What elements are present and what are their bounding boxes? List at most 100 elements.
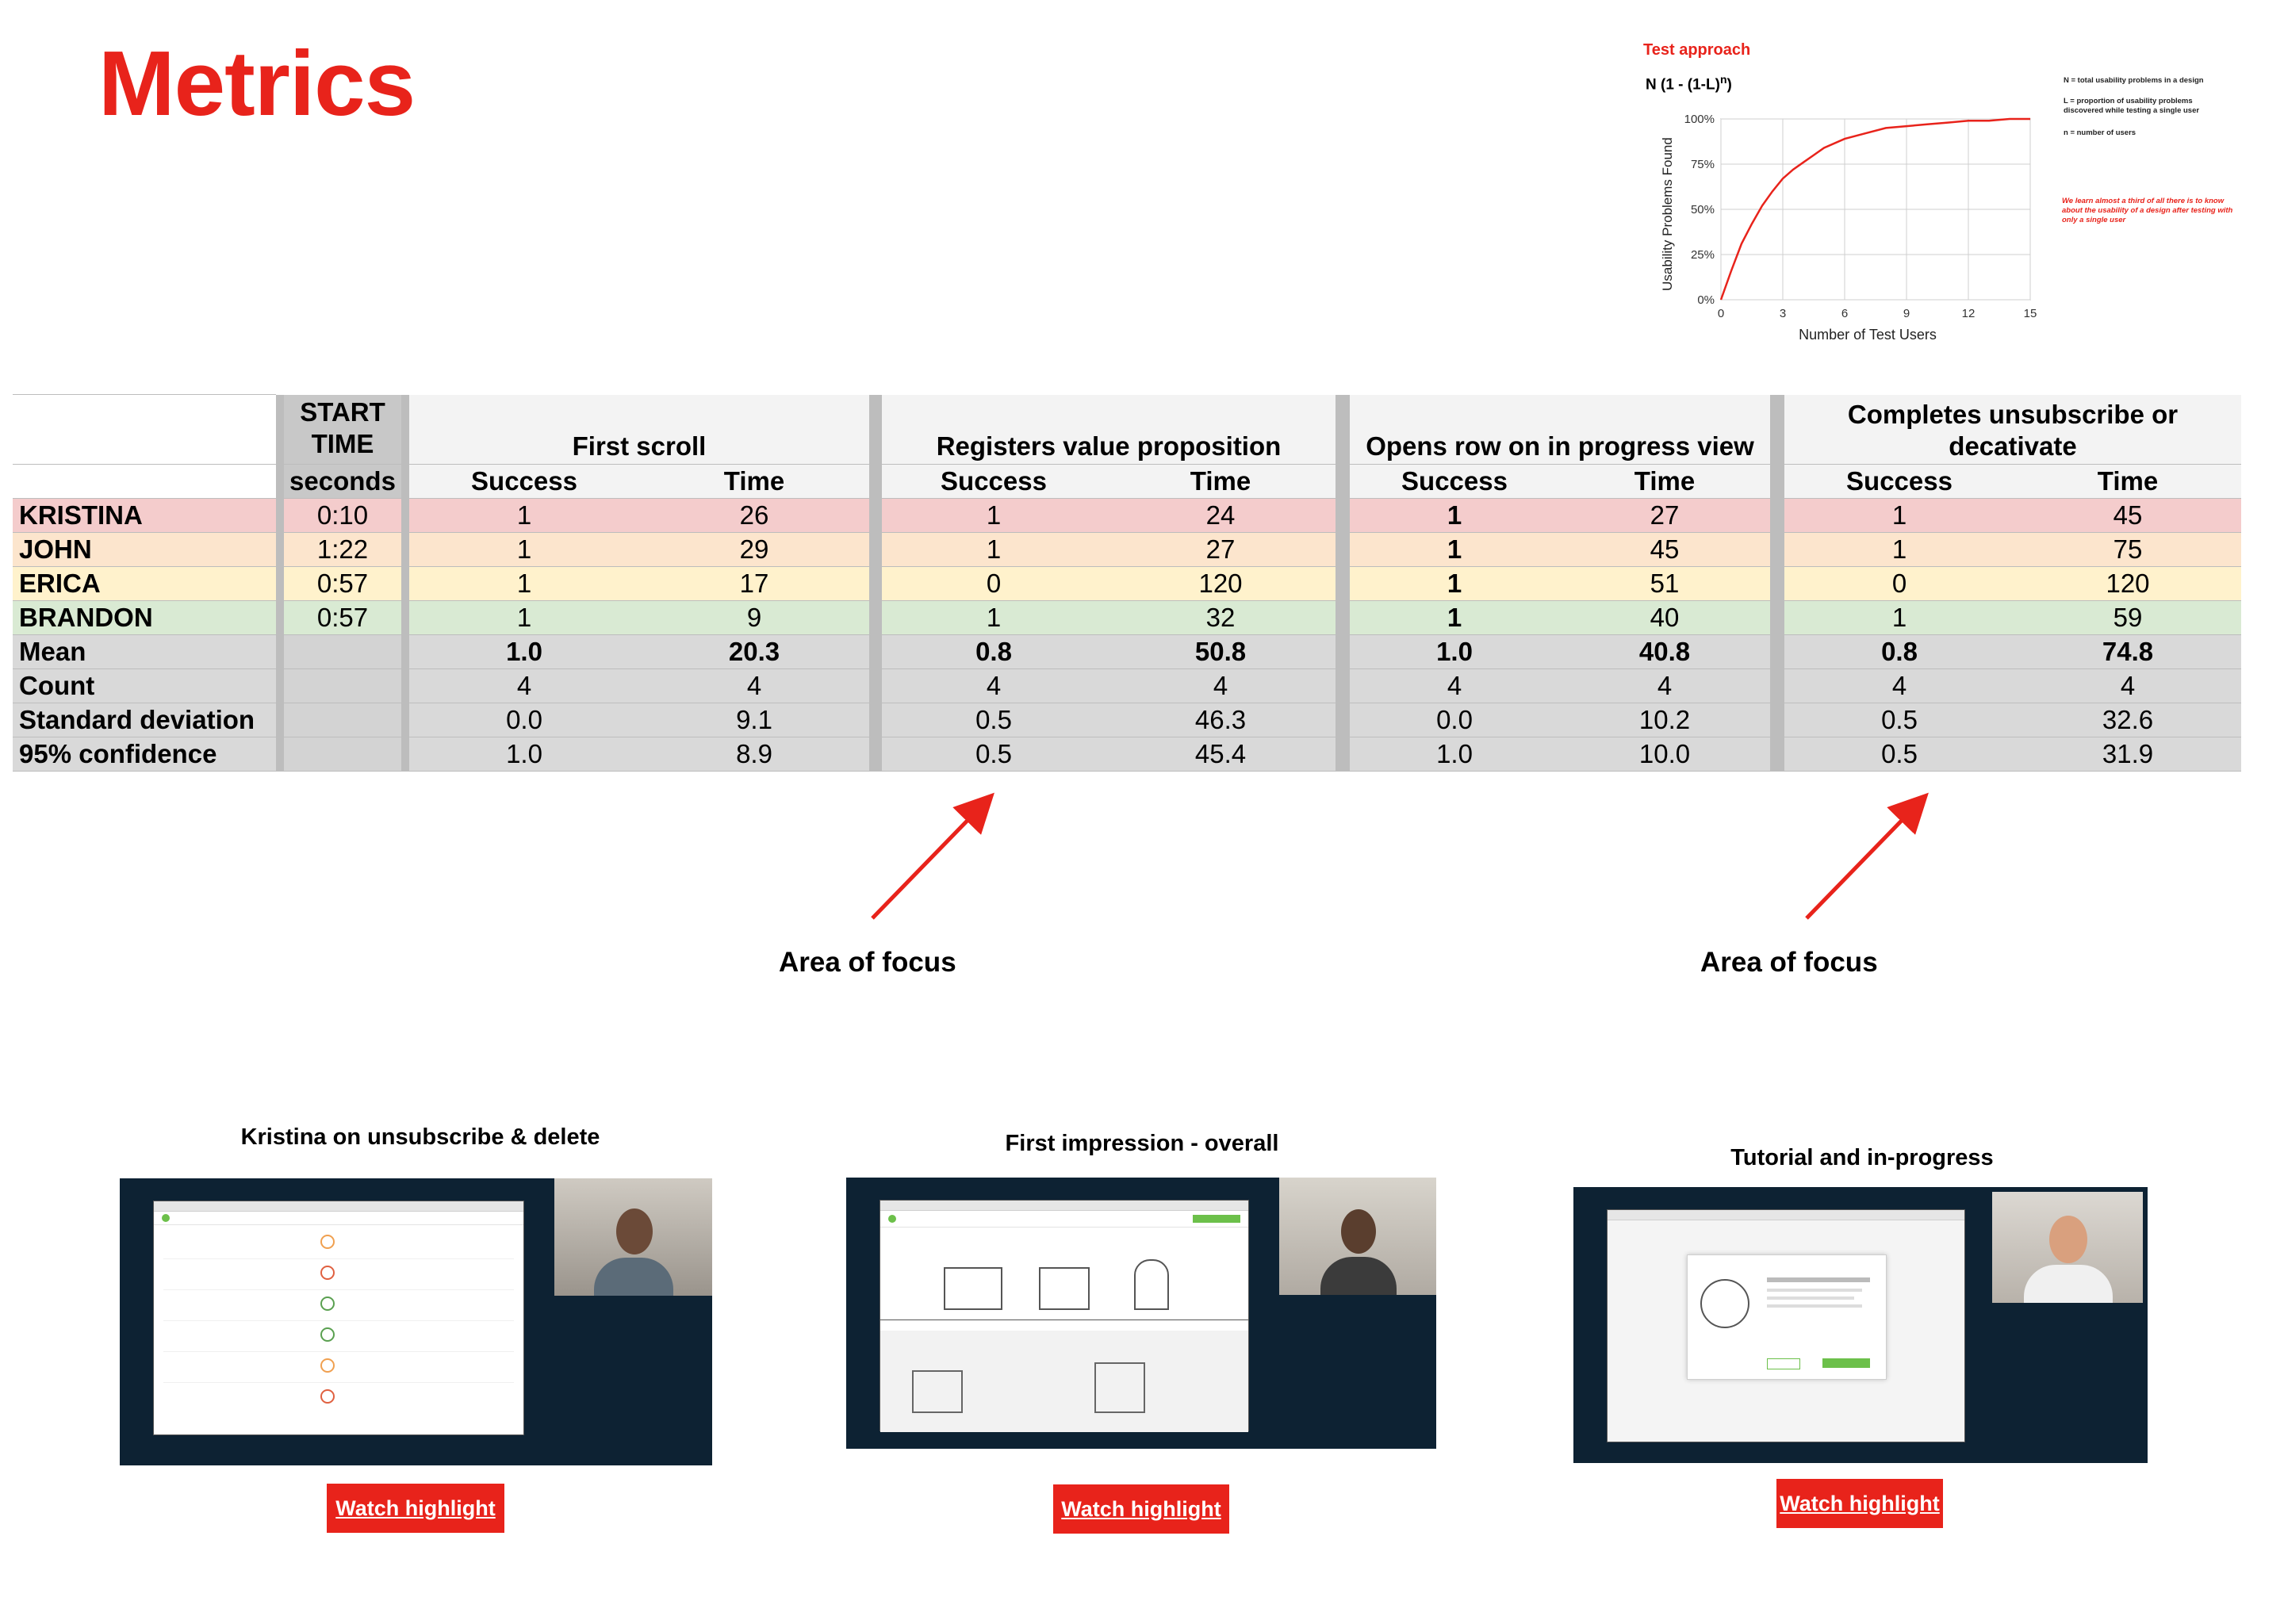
column-separator (869, 600, 882, 635)
success-cell: 1 (1784, 600, 2014, 635)
column-separator (276, 703, 284, 737)
privacy-assistant-icon (1094, 1362, 1145, 1413)
column-separator (869, 737, 882, 772)
stat-value-cell: 8.9 (639, 737, 869, 772)
chart-y-tick-label: 25% (1691, 248, 1715, 262)
video-thumbnail-kristina[interactable] (120, 1178, 712, 1465)
column-separator (1770, 498, 1784, 533)
stat-row: Mean 1.0 20.3 0.8 50.8 1.0 40.8 0.8 74.8 (13, 634, 2241, 669)
chart-y-tick-label: 0% (1697, 293, 1715, 307)
webcam-feed (554, 1178, 712, 1296)
status-circle-icon (320, 1297, 335, 1311)
column-separator (869, 668, 882, 703)
stat-value-cell: 1.0 (409, 737, 639, 772)
column-separator (869, 703, 882, 737)
table-row: ERICA 0:57 1 17 0 120 1 51 0 120 (13, 566, 2241, 601)
webcam-feed (1279, 1178, 1436, 1295)
participant-name-cell: ERICA (13, 566, 276, 601)
modal-back-button (1767, 1358, 1800, 1369)
app-logo-icon (888, 1215, 896, 1223)
start-time-cell: 0:57 (284, 600, 401, 635)
person-head (1341, 1209, 1376, 1254)
success-cell: 1 (409, 532, 639, 567)
stat-value-cell: 4 (1106, 668, 1336, 703)
person-body (2024, 1265, 2113, 1303)
stat-value-cell: 0.5 (1784, 737, 2014, 772)
column-separator (1770, 464, 1784, 499)
stat-value-cell: 1.0 (1350, 634, 1559, 669)
stat-value-cell: 4 (1559, 668, 1770, 703)
start-time-cell: 1:22 (284, 532, 401, 567)
success-cell: 1 (882, 498, 1106, 533)
column-separator (1770, 703, 1784, 737)
success-cell: 1 (1350, 600, 1559, 635)
watch-highlight-button-3[interactable]: Watch highlight (1776, 1479, 1943, 1528)
illustration-device-icon (944, 1267, 1002, 1310)
column-separator (401, 634, 409, 669)
table-row: JOHN 1:22 1 29 1 27 1 45 1 75 (13, 532, 2241, 567)
column-separator (1770, 394, 1784, 465)
column-separator (276, 668, 284, 703)
success-cell: 1 (882, 600, 1106, 635)
column-separator (1336, 532, 1350, 567)
column-separator (1336, 600, 1350, 635)
column-separator (276, 464, 284, 499)
group-header-unsubscribe: Completes unsubscribe or decativate (1784, 394, 2241, 465)
tutorial-illustration-icon (1700, 1279, 1749, 1328)
stat-value-cell: 4 (409, 668, 639, 703)
video-thumbnail-first-impression[interactable] (846, 1178, 1436, 1449)
status-circle-icon (320, 1389, 335, 1404)
modal-next-button (1822, 1358, 1870, 1368)
subheader-time: Time (2014, 464, 2241, 499)
watch-highlight-button-2[interactable]: Watch highlight (1053, 1484, 1229, 1534)
page-title: Metrics (98, 32, 416, 135)
subheader-success: Success (1350, 464, 1559, 499)
chart-x-axis-label: Number of Test Users (1799, 327, 1937, 343)
video-thumbnail-tutorial[interactable] (1573, 1187, 2148, 1463)
note-proportion: L = proportion of usability problems dis… (2064, 97, 2200, 115)
stat-name-cell: 95% confidence (13, 737, 276, 772)
column-separator (276, 566, 284, 601)
chart-y-tick-label: 75% (1691, 158, 1715, 171)
stat-row: 95% confidence 1.0 8.9 0.5 45.4 1.0 10.0 0.5 31.… (13, 737, 2241, 772)
illustration-laptop-icon (1039, 1267, 1090, 1310)
stat-name-cell: Count (13, 668, 276, 703)
column-separator (276, 394, 284, 465)
column-separator (401, 703, 409, 737)
test-approach-formula: N (1 - (1-L)n) (1646, 73, 1732, 94)
column-separator (276, 498, 284, 533)
stat-value-cell: 0.8 (882, 634, 1106, 669)
table-header-row-2: seconds Success Time Success Time Succes… (13, 464, 2241, 499)
video-title-tutorial: Tutorial and in-progress (1730, 1145, 1994, 1170)
start-time-empty-cell (284, 703, 401, 737)
stat-value-cell: 0.5 (882, 703, 1106, 737)
start-time-empty-cell (284, 668, 401, 703)
list-item (163, 1259, 514, 1290)
time-cell: 17 (639, 566, 869, 601)
stat-value-cell: 0.0 (409, 703, 639, 737)
stat-value-cell: 4 (1784, 668, 2014, 703)
watch-highlight-button-1[interactable]: Watch highlight (327, 1484, 504, 1533)
success-cell: 1 (409, 566, 639, 601)
column-separator (401, 668, 409, 703)
app-nav (154, 1212, 523, 1225)
column-separator (1770, 600, 1784, 635)
browser-screen (153, 1201, 524, 1435)
stat-value-cell: 1.0 (409, 634, 639, 669)
video-title-kristina: Kristina on unsubscribe & delete (240, 1124, 600, 1150)
column-separator (401, 737, 409, 772)
illustration-door-icon (1134, 1259, 1169, 1310)
column-separator (1336, 464, 1350, 499)
note-number-users: n = number of users (2064, 128, 2136, 137)
subheader-time: Time (1106, 464, 1336, 499)
browser-screen (1607, 1209, 1965, 1442)
column-separator (869, 464, 882, 499)
app-logo-icon (162, 1214, 170, 1222)
modal-text-line (1767, 1289, 1862, 1292)
start-header-line-2: TIME (311, 429, 374, 459)
stat-value-cell: 74.8 (2014, 634, 2241, 669)
person-body (594, 1258, 673, 1296)
column-separator (276, 600, 284, 635)
modal-text-line (1767, 1297, 1854, 1300)
success-cell: 1 (1350, 566, 1559, 601)
